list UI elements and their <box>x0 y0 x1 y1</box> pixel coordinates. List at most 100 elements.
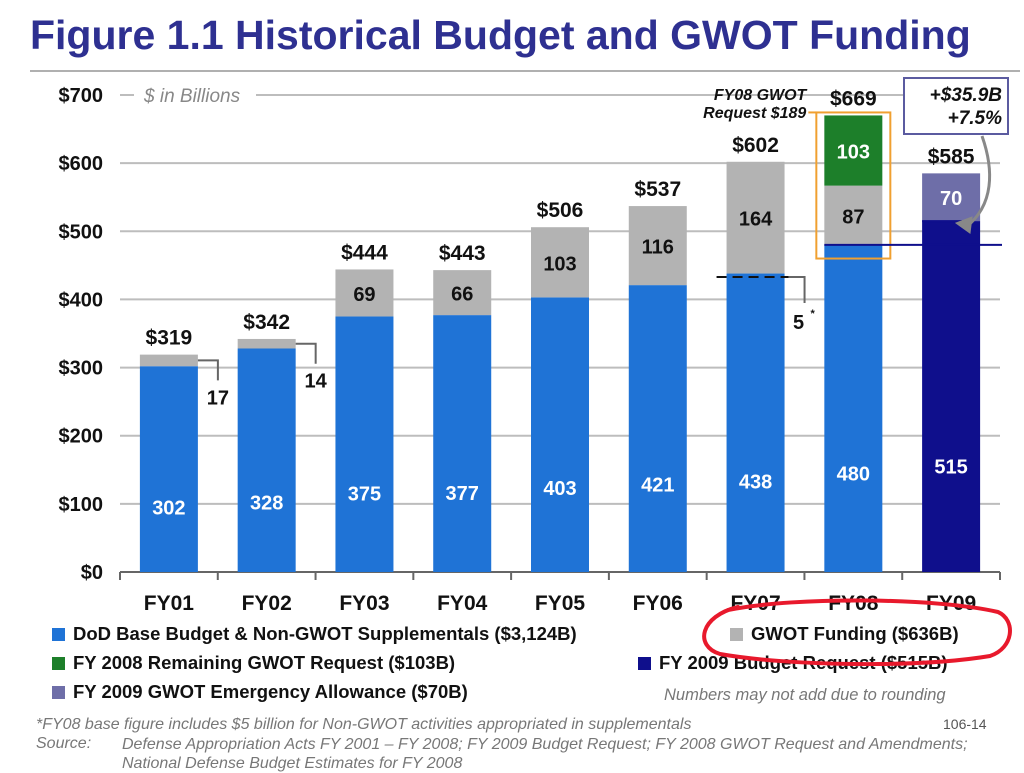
y-tick-label: $200 <box>59 426 104 448</box>
bar-gwot <box>433 270 492 316</box>
y-tick-label: $0 <box>81 562 103 584</box>
data-label: 438 <box>739 471 772 493</box>
fy08-gwot-request-label: Request $189 <box>703 105 806 122</box>
bar-gwot <box>824 185 883 245</box>
legend-swatch-emergency-allowance <box>52 686 65 699</box>
bar-base <box>824 244 883 572</box>
bar-emergency-allowance <box>922 173 981 222</box>
page-title: Figure 1.1 Historical Budget and GWOT Fu… <box>30 12 971 58</box>
bar-gwot <box>531 227 589 298</box>
total-label: $669 <box>830 87 877 110</box>
bar-base <box>433 315 492 572</box>
data-label: 87 <box>842 206 864 228</box>
source-label: Source: <box>36 735 92 752</box>
change-arrow <box>965 135 992 229</box>
total-label: $444 <box>341 241 388 264</box>
data-label: 164 <box>739 209 773 231</box>
bar-base <box>531 297 589 572</box>
legend-label-emergency-allowance: FY 2009 GWOT Emergency Allowance ($70B) <box>73 681 468 702</box>
legend-swatch-base <box>52 628 65 641</box>
legend-label-gwot: GWOT Funding ($636B) <box>751 623 959 644</box>
data-label: 302 <box>152 497 185 519</box>
data-label: 116 <box>642 237 674 259</box>
legend-swatch-gwot <box>730 628 743 641</box>
y-tick-label: $300 <box>59 358 104 380</box>
leader-line <box>197 359 219 381</box>
bar-gwot <box>237 338 296 349</box>
bar-gwot <box>139 354 198 367</box>
x-tick-label: FY04 <box>437 592 488 615</box>
data-label: 14 <box>305 371 328 393</box>
footnote: *FY08 base figure includes $5 billion fo… <box>36 716 692 733</box>
bar-base <box>628 285 687 572</box>
change-percent-label: +7.5% <box>948 108 1003 129</box>
y-tick-label: $700 <box>59 85 104 107</box>
bar-gwot <box>726 161 785 274</box>
y-tick-label: $400 <box>59 289 104 311</box>
legend-item-gwot: GWOT Funding ($636B) <box>730 623 959 645</box>
bar-fy09-request <box>922 221 981 573</box>
x-tick-label: FY07 <box>730 592 780 615</box>
x-tick-label: FY09 <box>926 592 976 615</box>
legend-swatch-remaining-gwot <box>52 657 65 670</box>
data-label: 17 <box>207 387 229 409</box>
total-label: $602 <box>732 134 779 157</box>
total-label: $443 <box>439 242 486 265</box>
bar-base <box>726 273 785 572</box>
fy08-gwot-request-label: FY08 GWOT <box>714 87 808 104</box>
units-note: $ in Billions <box>143 86 241 107</box>
data-label: 103 <box>543 253 576 275</box>
fy07-non-gwot-label: 5 <box>793 312 804 334</box>
fy08-gwot-callout-box <box>815 111 892 260</box>
bar-base <box>139 366 198 572</box>
data-label: 328 <box>250 492 283 514</box>
fy07-non-gwot-marker: * <box>811 308 816 320</box>
legend-label-remaining-gwot: FY 2008 Remaining GWOT Request ($103B) <box>73 652 456 673</box>
data-label: 480 <box>837 463 870 485</box>
x-tick-label: FY06 <box>633 592 683 615</box>
y-tick-label: $100 <box>59 494 104 516</box>
rounding-note: Numbers may not add due to rounding <box>664 686 946 704</box>
x-tick-label: FY01 <box>144 592 195 615</box>
bar-base <box>237 348 296 572</box>
data-label: 515 <box>934 457 967 479</box>
legend-item-fy09-request: FY 2009 Budget Request ($515B) <box>638 652 948 674</box>
leader-line <box>788 275 806 303</box>
y-tick-label: $500 <box>59 221 104 243</box>
leader-line <box>295 342 317 364</box>
y-tick-label: $600 <box>59 153 104 175</box>
data-label: 403 <box>543 478 576 500</box>
title-divider <box>30 70 1020 72</box>
data-label: 66 <box>451 284 473 306</box>
change-callout-box <box>903 77 1009 135</box>
legend-item-remaining-gwot: FY 2008 Remaining GWOT Request ($103B) <box>52 652 455 674</box>
data-label: 377 <box>446 483 479 505</box>
data-label: 103 <box>837 142 870 164</box>
source-text: Defense Appropriation Acts FY 2001 – FY … <box>122 736 968 772</box>
data-label: 375 <box>348 483 381 505</box>
slide-number: 106-14 <box>943 716 987 732</box>
total-label: $537 <box>634 178 681 201</box>
budget-chart: $0 $100 $200 $300 $400 $500 $600 $700 $ in Billi… <box>59 77 1009 615</box>
bar-remaining-gwot <box>824 115 883 186</box>
legend-label-fy09-request: FY 2009 Budget Request ($515B) <box>659 652 948 673</box>
total-label: $506 <box>537 199 584 222</box>
data-label: 421 <box>641 475 674 497</box>
total-label: $585 <box>928 145 975 168</box>
total-label: $342 <box>243 311 290 334</box>
legend-swatch-fy09-request <box>638 657 651 670</box>
legend-item-base: DoD Base Budget & Non-GWOT Supplementals… <box>52 623 577 645</box>
change-arrow-head <box>954 216 973 234</box>
bar-base <box>335 316 394 572</box>
x-tick-label: FY03 <box>339 592 389 615</box>
bar-gwot <box>335 269 394 317</box>
total-label: $319 <box>146 327 193 350</box>
x-tick-label: FY02 <box>242 592 292 615</box>
x-tick-label: FY05 <box>535 592 586 615</box>
legend-label-base: DoD Base Budget & Non-GWOT Supplementals… <box>73 623 577 644</box>
data-label: 69 <box>353 284 375 306</box>
bar-gwot <box>628 206 687 286</box>
change-amount-label: +$35.9B <box>930 85 1003 106</box>
x-tick-label: FY08 <box>828 592 879 615</box>
data-label: 70 <box>940 188 962 210</box>
